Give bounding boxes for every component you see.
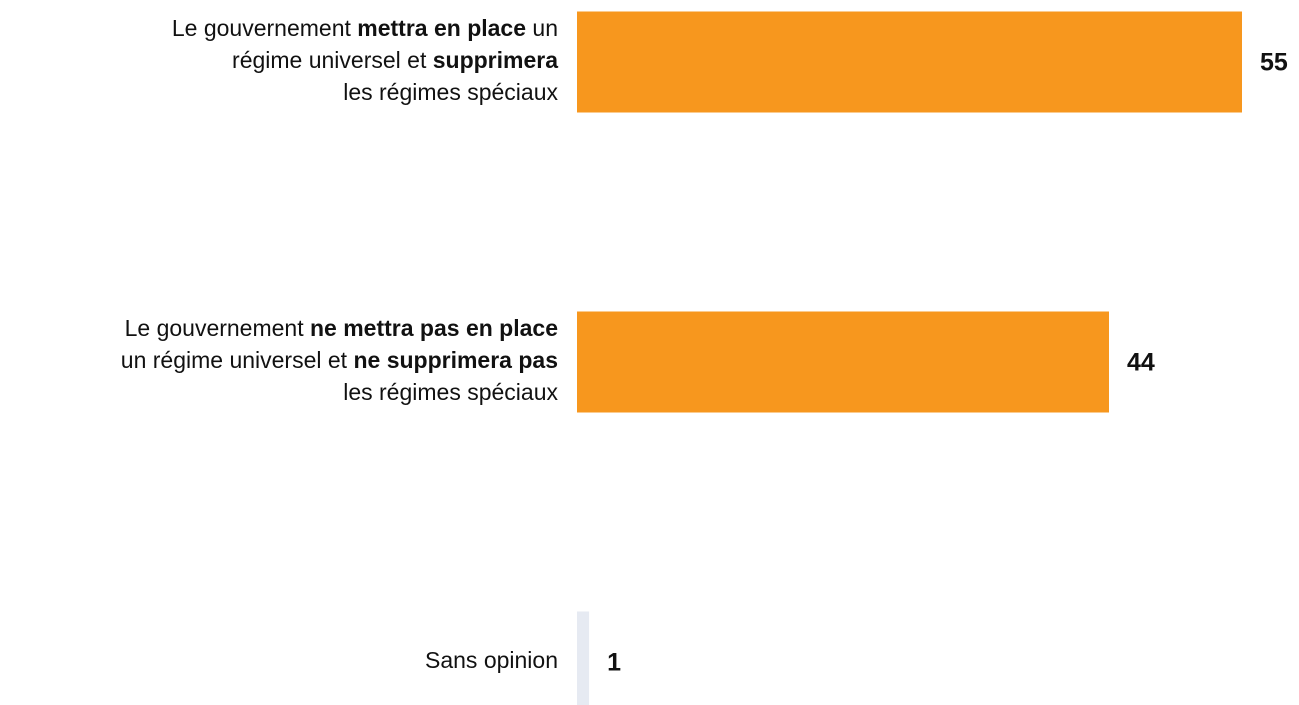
category-label: Le gouvernement mettra en place un [172,15,558,41]
label-run: Le gouvernement [172,15,357,41]
category-label: Le gouvernement ne mettra pas en place [125,315,558,341]
value-label: 55 [1260,49,1288,77]
category-label: les régimes spéciaux [343,379,558,405]
label-run: supprimera [433,47,558,73]
category-label: les régimes spéciaux [343,79,558,105]
category-label: un régime universel et ne supprimera pas [121,347,558,373]
value-label: 44 [1127,349,1155,377]
category-label: Sans opinion [425,647,558,673]
label-run: un [526,15,558,41]
label-run: régime universel et [232,47,433,73]
bar [577,611,590,705]
bar [577,311,1109,413]
label-run: les régimes spéciaux [343,79,558,105]
label-run: ne supprimera pas [353,347,558,373]
label-run: mettra en place [357,15,526,41]
label-run: Sans opinion [425,647,558,673]
label-run: les régimes spéciaux [343,379,558,405]
bar [577,11,1242,113]
label-run: Le gouvernement [125,315,310,341]
label-run: ne mettra pas en place [310,315,558,341]
category-label: régime universel et supprimera [232,47,558,73]
label-run: un régime universel et [121,347,354,373]
value-label: 1 [607,649,621,677]
